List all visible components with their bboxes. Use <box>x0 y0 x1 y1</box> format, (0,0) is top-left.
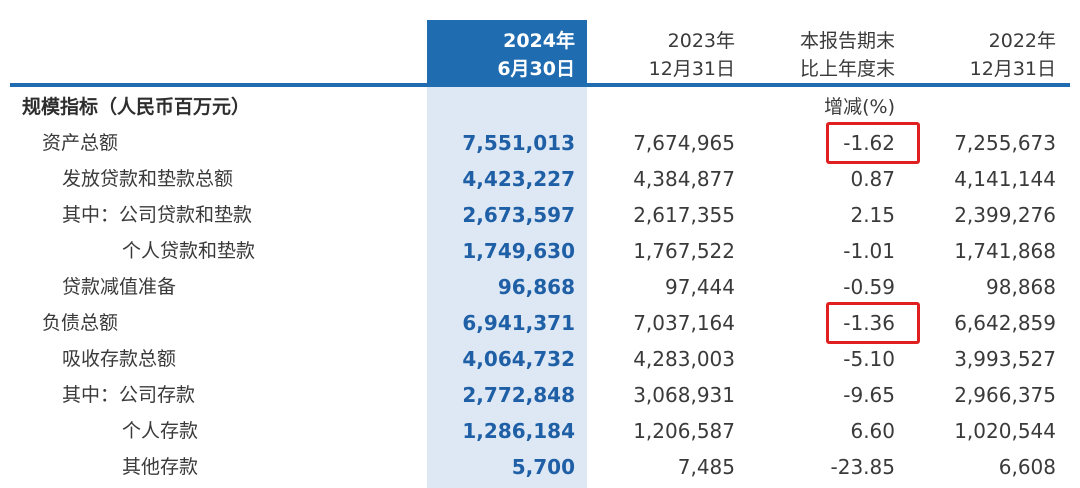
table-row: 个人存款 1,286,184 1,206,587 6.60 1,020,544 <box>0 413 1080 449</box>
value-2024-jun30: 6,941,371 <box>462 311 575 335</box>
header-col1-line1: 2024年 <box>503 30 575 52</box>
row-label: 个人存款 <box>122 420 199 442</box>
value-2024-jun30: 2,673,597 <box>462 203 575 227</box>
value-2022-dec31: 6,642,859 <box>954 311 1056 335</box>
value-2024-jun30: 7,551,013 <box>462 131 575 155</box>
highlight-column-header-bg <box>427 20 587 84</box>
value-2024-jun30: 4,423,227 <box>462 167 575 191</box>
value-2024-jun30: 5,700 <box>511 455 575 479</box>
row-label: 吸收存款总额 <box>62 348 177 370</box>
table-row: 贷款减值准备 96,868 97,444 -0.59 98,868 <box>0 269 1080 305</box>
header-col4-line2: 12月31日 <box>969 58 1056 80</box>
value-2022-dec31: 1,741,868 <box>954 239 1056 263</box>
value-2023-dec31: 97,444 <box>665 275 735 299</box>
percent-change-note: 增减(%) <box>824 96 895 118</box>
value-2023-dec31: 3,068,931 <box>633 383 735 407</box>
value-2024-jun30: 2,772,848 <box>462 383 575 407</box>
value-change-pct: -1.36 <box>843 311 895 335</box>
value-2022-dec31: 2,966,375 <box>954 383 1056 407</box>
value-2022-dec31: 4,141,144 <box>954 167 1056 191</box>
header-2022-dec31: 2022年 12月31日 <box>910 27 1056 83</box>
highlight-box-total-assets-change <box>826 122 920 164</box>
value-change-pct: -1.62 <box>843 131 895 155</box>
highlight-column <box>427 20 587 488</box>
row-label: 其他存款 <box>122 456 199 478</box>
header-col2-line1: 2023年 <box>667 30 735 52</box>
row-label: 其中：公司贷款和垫款 <box>62 204 253 226</box>
value-2023-dec31: 1,767,522 <box>633 239 735 263</box>
value-change-pct: -5.10 <box>843 347 895 371</box>
header-col4-line1: 2022年 <box>988 30 1056 52</box>
value-change-pct: 2.15 <box>850 203 895 227</box>
value-2023-dec31: 7,485 <box>677 455 735 479</box>
value-2023-dec31: 7,037,164 <box>633 311 735 335</box>
value-2023-dec31: 4,384,877 <box>633 167 735 191</box>
value-change-pct: -9.65 <box>843 383 895 407</box>
value-2022-dec31: 2,399,276 <box>954 203 1056 227</box>
value-change-pct: 0.87 <box>850 167 895 191</box>
table-row: 个人贷款和垫款 1,749,630 1,767,522 -1.01 1,741,… <box>0 233 1080 269</box>
table-row: 其中：公司贷款和垫款 2,673,597 2,617,355 2.15 2,39… <box>0 197 1080 233</box>
value-2024-jun30: 1,286,184 <box>462 419 575 443</box>
value-2022-dec31: 1,020,544 <box>954 419 1056 443</box>
value-2022-dec31: 6,608 <box>998 455 1056 479</box>
highlight-box-total-liabilities-change <box>826 302 920 344</box>
value-change-pct: -0.59 <box>843 275 895 299</box>
row-label: 发放贷款和垫款总额 <box>62 168 234 190</box>
value-2022-dec31: 3,993,527 <box>954 347 1056 371</box>
value-2023-dec31: 7,674,965 <box>633 131 735 155</box>
section-title: 规模指标（人民币百万元） <box>22 96 251 118</box>
value-2022-dec31: 98,868 <box>986 275 1056 299</box>
header-change-vs-prior-year: 本报告期末 比上年度末 <box>760 27 895 83</box>
row-label: 个人贷款和垫款 <box>122 240 256 262</box>
table-row: 资产总额 7,551,013 7,674,965 -1.62 7,255,673 <box>0 125 1080 161</box>
value-2024-jun30: 4,064,732 <box>462 347 575 371</box>
header-2023-dec31: 2023年 12月31日 <box>590 27 735 83</box>
value-2023-dec31: 4,283,003 <box>633 347 735 371</box>
header-rule <box>10 83 1070 87</box>
header-col1-line2: 6月30日 <box>497 58 575 80</box>
table-row: 发放贷款和垫款总额 4,423,227 4,384,877 0.87 4,141… <box>0 161 1080 197</box>
value-change-pct: 6.60 <box>850 419 895 443</box>
table-row: 其他存款 5,700 7,485 -23.85 6,608 <box>0 449 1080 485</box>
row-label: 贷款减值准备 <box>62 276 177 298</box>
value-change-pct: -1.01 <box>843 239 895 263</box>
value-2023-dec31: 2,617,355 <box>633 203 735 227</box>
table-row: 其中：公司存款 2,772,848 3,068,931 -9.65 2,966,… <box>0 377 1080 413</box>
header-col2-line2: 12月31日 <box>648 58 735 80</box>
value-change-pct: -23.85 <box>830 455 895 479</box>
table-row: 吸收存款总额 4,064,732 4,283,003 -5.10 3,993,5… <box>0 341 1080 377</box>
value-2023-dec31: 1,206,587 <box>633 419 735 443</box>
header-col3-line2: 比上年度末 <box>799 58 895 80</box>
row-label: 资产总额 <box>42 132 119 154</box>
table-row: 负债总额 6,941,371 7,037,164 -1.36 6,642,859 <box>0 305 1080 341</box>
header-2024-jun30: 2024年 6月30日 <box>430 27 575 83</box>
row-label: 负债总额 <box>42 312 119 334</box>
value-2022-dec31: 7,255,673 <box>954 131 1056 155</box>
header-col3-line1: 本报告期末 <box>799 30 895 52</box>
row-label: 其中：公司存款 <box>62 384 196 406</box>
value-2024-jun30: 1,749,630 <box>462 239 575 263</box>
value-2024-jun30: 96,868 <box>497 275 575 299</box>
